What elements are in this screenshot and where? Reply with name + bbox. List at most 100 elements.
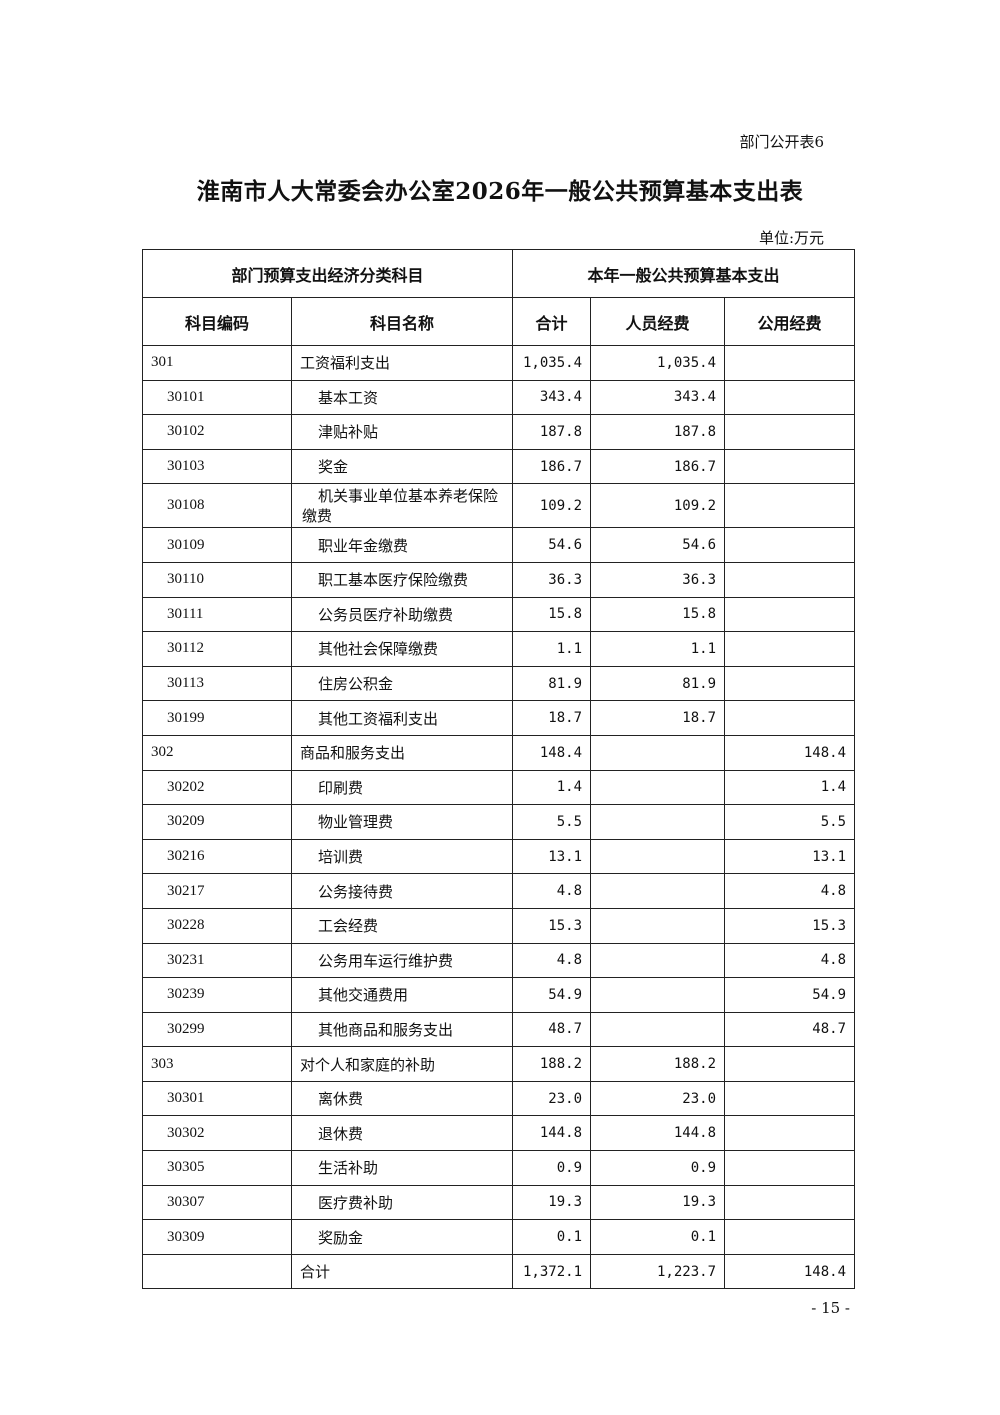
cell-personnel: 188.2: [590, 1046, 726, 1082]
cell-code: 30228: [142, 907, 292, 944]
cell-code: 30108: [142, 483, 292, 529]
table-row: 30217 公务接待费 4.8 4.8: [142, 873, 856, 909]
table-row: 30199 其他工资福利支出 18.7 18.7: [142, 700, 856, 736]
cell-total: 4.8: [512, 942, 592, 979]
cell-name: 医疗费补助: [290, 1184, 514, 1221]
cell-personnel: 23.0: [590, 1080, 726, 1117]
cell-public: 54.9: [724, 977, 856, 1013]
table-row: 303 对个人和家庭的补助 188.2 188.2: [142, 1046, 856, 1082]
cell-public: [724, 1046, 856, 1082]
cell-name: 培训费: [290, 838, 514, 875]
cell-personnel: 343.4: [590, 379, 726, 416]
table-row: 30108 机关事业单位基本养老保险缴费 109.2 109.2: [142, 483, 856, 529]
header-name: 科目名称: [290, 297, 514, 346]
cell-code: 30217: [142, 873, 292, 909]
cell-code: 30301: [142, 1080, 292, 1117]
table-row: 30309 奖励金 0.1 0.1: [142, 1219, 856, 1255]
cell-name: 住房公积金: [290, 665, 514, 702]
cell-total: 1,035.4: [512, 345, 592, 381]
cell-public: [724, 1219, 856, 1255]
cell-personnel: 0.9: [590, 1150, 726, 1186]
cell-name: 商品和服务支出: [290, 734, 514, 771]
table-row: 30302 退休费 144.8 144.8: [142, 1115, 856, 1152]
cell-code: 30216: [142, 838, 292, 875]
table-row: 30228 工会经费 15.3 15.3: [142, 907, 856, 944]
cell-public: [724, 561, 856, 598]
cell-personnel: 54.6: [590, 527, 726, 563]
cell-name: 其他交通费用: [290, 977, 514, 1013]
total-label: 合计: [290, 1253, 514, 1290]
cell-personnel: [590, 838, 726, 875]
cell-name: 职工基本医疗保险缴费: [290, 561, 514, 598]
unit-label: 单位:万元: [758, 229, 824, 247]
cell-name: 其他工资福利支出: [290, 700, 514, 736]
cell-code: 30209: [142, 804, 292, 840]
table-row: 30110 职工基本医疗保险缴费 36.3 36.3: [142, 561, 856, 598]
cell-total: 15.3: [512, 907, 592, 944]
cell-total: 4.8: [512, 873, 592, 909]
cell-code: 30103: [142, 448, 292, 485]
total-total: 1,372.1: [512, 1253, 592, 1290]
table-row: 30111 公务员医疗补助缴费 15.8 15.8: [142, 596, 856, 633]
cell-public: [724, 527, 856, 563]
header-code: 科目编码: [142, 297, 292, 346]
cell-name: 奖励金: [290, 1219, 514, 1255]
total-personnel: 1,223.7: [590, 1253, 726, 1290]
cell-public: 5.5: [724, 804, 856, 840]
table-row: 30109 职业年金缴费 54.6 54.6: [142, 527, 856, 563]
cell-personnel: 0.1: [590, 1219, 726, 1255]
cell-name: 基本工资: [290, 379, 514, 416]
cell-total: 186.7: [512, 448, 592, 485]
cell-code: 302: [142, 734, 292, 771]
cell-public: 4.8: [724, 942, 856, 979]
cell-public: [724, 631, 856, 667]
cell-personnel: 187.8: [590, 414, 726, 450]
cell-personnel: [590, 804, 726, 840]
header-personnel: 人员经费: [590, 297, 726, 346]
table-row: 30301 离休费 23.0 23.0: [142, 1080, 856, 1117]
cell-personnel: [590, 977, 726, 1013]
cell-personnel: 36.3: [590, 561, 726, 598]
cell-public: [724, 1115, 856, 1152]
cell-total: 15.8: [512, 596, 592, 633]
cell-name: 离休费: [290, 1080, 514, 1117]
cell-public: 48.7: [724, 1011, 856, 1048]
cell-total: 148.4: [512, 734, 592, 771]
cell-name: 对个人和家庭的补助: [290, 1046, 514, 1082]
cell-public: [724, 1184, 856, 1221]
cell-total: 54.6: [512, 527, 592, 563]
cell-name: 津贴补贴: [290, 414, 514, 450]
table-row: 30305 生活补助 0.9 0.9: [142, 1150, 856, 1186]
cell-public: [724, 448, 856, 485]
cell-total: 0.1: [512, 1219, 592, 1255]
cell-personnel: [590, 1011, 726, 1048]
cell-name: 公务员医疗补助缴费: [290, 596, 514, 633]
cell-code: 30111: [142, 596, 292, 633]
cell-personnel: [590, 907, 726, 944]
cell-code: 30309: [142, 1219, 292, 1255]
header-group-right: 本年一般公共预算基本支出: [512, 249, 856, 298]
cell-name: 职业年金缴费: [290, 527, 514, 563]
cell-public: [724, 1150, 856, 1186]
cell-total: 81.9: [512, 665, 592, 702]
cell-total: 109.2: [512, 483, 592, 529]
header-public: 公用经费: [724, 297, 856, 346]
cell-code: 30299: [142, 1011, 292, 1048]
cell-name: 其他社会保障缴费: [290, 631, 514, 667]
cell-code: 301: [142, 345, 292, 381]
table-row: 30103 奖金 186.7 186.7: [142, 448, 856, 485]
cell-public: 148.4: [724, 734, 856, 771]
cell-name: 生活补助: [290, 1150, 514, 1186]
cell-public: [724, 596, 856, 633]
cell-personnel: [590, 873, 726, 909]
cell-personnel: [590, 769, 726, 806]
cell-personnel: 81.9: [590, 665, 726, 702]
cell-total: 19.3: [512, 1184, 592, 1221]
cell-code: 30101: [142, 379, 292, 416]
header-group-left: 部门预算支出经济分类科目: [141, 249, 514, 298]
table-row: 30102 津贴补贴 187.8 187.8: [142, 414, 856, 450]
table-row: 30231 公务用车运行维护费 4.8 4.8: [142, 942, 856, 979]
cell-name: 物业管理费: [290, 804, 514, 840]
cell-name: 退休费: [290, 1115, 514, 1152]
cell-personnel: 18.7: [590, 700, 726, 736]
